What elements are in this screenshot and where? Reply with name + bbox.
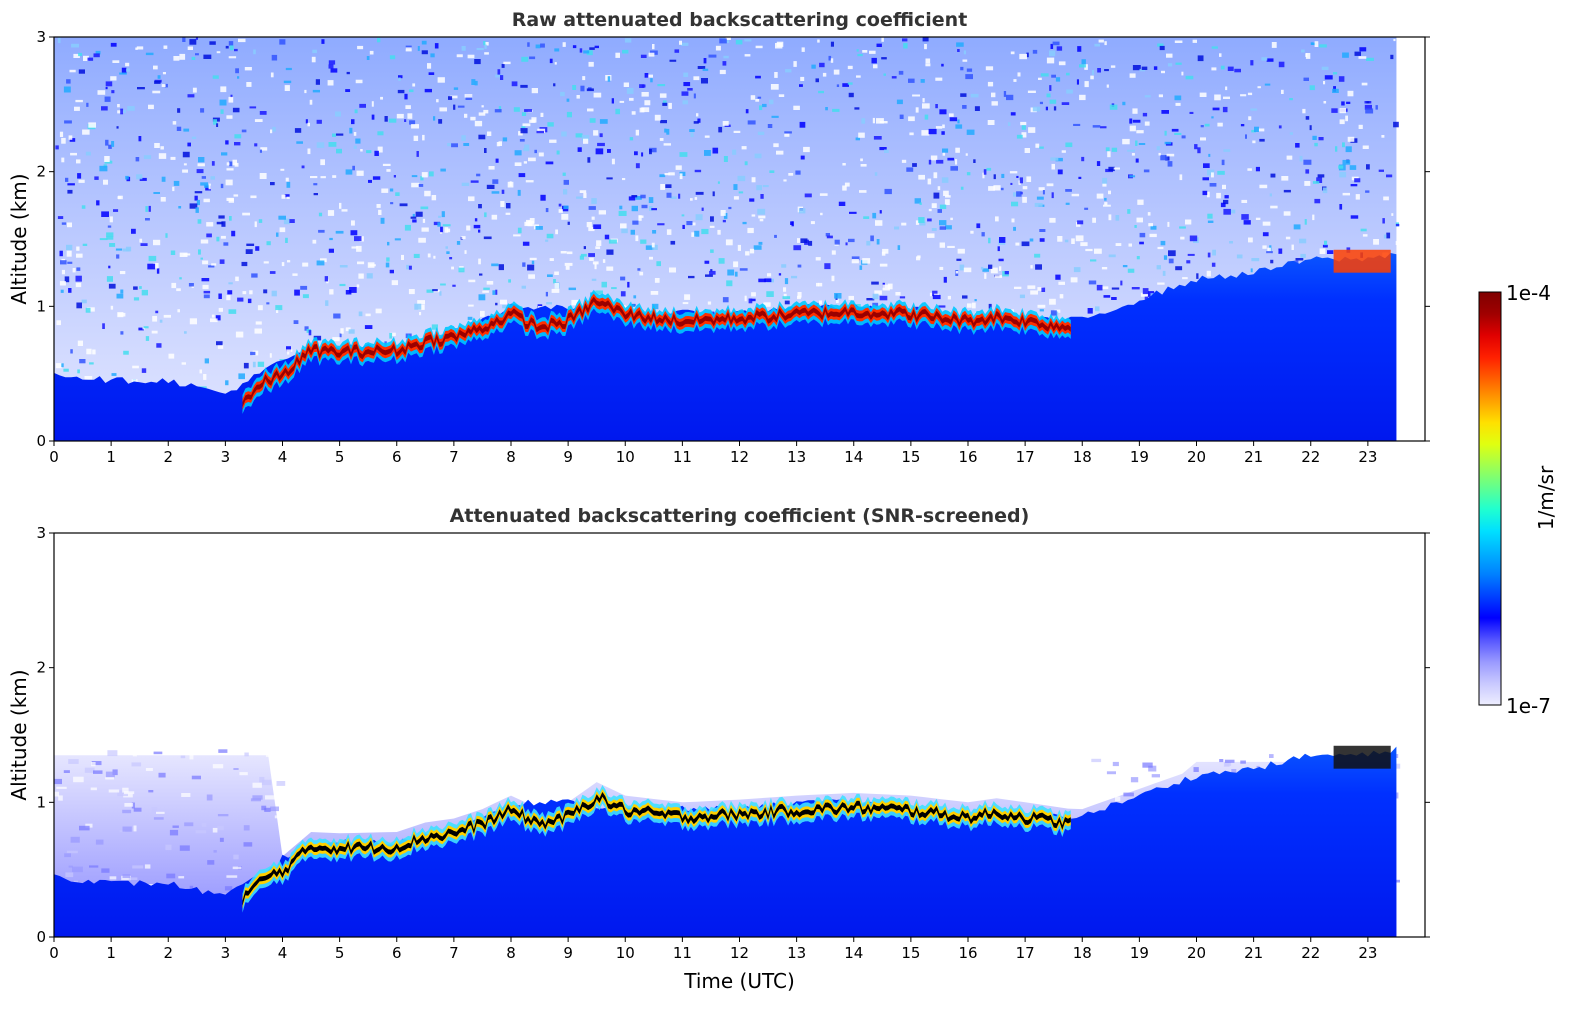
- y-tick-label: 1: [36, 297, 46, 315]
- x-tick-label: 11: [673, 944, 692, 962]
- x-tick-label: 17: [1016, 448, 1035, 466]
- x-tick-label: 22: [1301, 448, 1320, 466]
- x-tick-label: 23: [1358, 448, 1377, 466]
- x-tick-label: 3: [221, 448, 231, 466]
- x-tick-label: 8: [506, 448, 516, 466]
- panel1-title: Raw attenuated backscattering coefficien…: [512, 9, 968, 31]
- x-tick-label: 8: [506, 944, 516, 962]
- x-tick-label: 6: [392, 944, 402, 962]
- x-tick-label: 5: [335, 944, 345, 962]
- panel2-heatmap: [54, 745, 1401, 937]
- x-tick-label: 1: [106, 944, 116, 962]
- x-tick-label: 21: [1244, 944, 1263, 962]
- x-tick-label: 13: [787, 944, 806, 962]
- x-tick-label: 12: [730, 944, 749, 962]
- x-tick-label: 21: [1244, 448, 1263, 466]
- panel-raw-backscatter: Raw attenuated backscattering coefficien…: [7, 9, 1430, 466]
- y-tick-label: 3: [36, 28, 46, 46]
- y-tick-label: 0: [36, 432, 46, 450]
- x-tick-label: 0: [49, 944, 59, 962]
- x-tick-label: 12: [730, 448, 749, 466]
- x-tick-label: 14: [844, 448, 863, 466]
- panel2-y-axis-label: Altitude (km): [7, 669, 31, 800]
- panel2-x-axis-label: Time (UTC): [683, 969, 795, 993]
- x-tick-label: 9: [563, 944, 573, 962]
- x-tick-label: 10: [616, 448, 635, 466]
- x-tick-label: 22: [1301, 944, 1320, 962]
- upper-cloud: [1333, 745, 1391, 769]
- x-tick-label: 15: [901, 448, 920, 466]
- x-tick-label: 7: [449, 448, 459, 466]
- x-tick-label: 10: [616, 944, 635, 962]
- x-tick-label: 4: [278, 944, 288, 962]
- x-tick-label: 18: [1073, 944, 1092, 962]
- x-tick-label: 17: [1016, 944, 1035, 962]
- x-tick-label: 0: [49, 448, 59, 466]
- colorbar-units-label: 1/m/sr: [1534, 465, 1558, 530]
- x-tick-label: 20: [1187, 944, 1206, 962]
- boundary-layer: [54, 746, 1397, 937]
- x-tick-label: 19: [1130, 448, 1149, 466]
- x-tick-label: 14: [844, 944, 863, 962]
- y-tick-label: 0: [36, 928, 46, 946]
- panel1-x-ticks: 0 1 2 3 4 5 6 7 8 9 10 11 12 13 14 15 16 17 18 19 20 21 22 23: [49, 441, 1377, 466]
- boundary-layer: [54, 253, 1397, 441]
- x-tick-label: 5: [335, 448, 345, 466]
- x-tick-label: 7: [449, 944, 459, 962]
- x-tick-label: 16: [958, 448, 977, 466]
- x-tick-label: 18: [1073, 448, 1092, 466]
- panel2-y-ticks: 0 1 2 3: [36, 524, 1430, 946]
- panel2-title: Attenuated backscattering coefficient (S…: [450, 505, 1030, 527]
- x-tick-label: 23: [1358, 944, 1377, 962]
- panel1-y-axis-label: Altitude (km): [7, 173, 31, 304]
- colorbar-min-label: 1e-7: [1506, 694, 1551, 718]
- y-tick-label: 2: [36, 659, 46, 677]
- x-tick-label: 13: [787, 448, 806, 466]
- x-tick-label: 11: [673, 448, 692, 466]
- colorbar: 1e-4 1e-7 1/m/sr: [1478, 281, 1558, 718]
- panel1-heatmap: [54, 37, 1404, 441]
- y-tick-label: 3: [36, 524, 46, 542]
- panel-snr-screened-backscatter: Attenuated backscattering coefficient (S…: [7, 505, 1430, 993]
- x-tick-label: 9: [563, 448, 573, 466]
- x-tick-label: 2: [163, 448, 173, 466]
- panel1-y-ticks: 0 1 2 3: [36, 28, 1430, 450]
- colorbar-max-label: 1e-4: [1506, 281, 1551, 305]
- upper-cloud: [1333, 249, 1391, 273]
- x-tick-label: 20: [1187, 448, 1206, 466]
- y-tick-label: 1: [36, 793, 46, 811]
- x-tick-label: 3: [221, 944, 231, 962]
- colorbar-bar: [1478, 291, 1502, 706]
- x-tick-label: 15: [901, 944, 920, 962]
- panel2-x-ticks: 0 1 2 3 4 5 6 7 8 9 10 11 12 13 14 15 16 17 18 19 20 21 22 23: [49, 937, 1377, 962]
- cloud-layer: [242, 289, 1071, 414]
- y-tick-label: 2: [36, 163, 46, 181]
- x-tick-label: 2: [163, 944, 173, 962]
- x-tick-label: 6: [392, 448, 402, 466]
- cloud-layer: [242, 785, 1071, 913]
- noise-speckles: [55, 37, 1404, 390]
- x-tick-label: 1: [106, 448, 116, 466]
- x-tick-label: 4: [278, 448, 288, 466]
- x-tick-label: 19: [1130, 944, 1149, 962]
- x-tick-label: 16: [958, 944, 977, 962]
